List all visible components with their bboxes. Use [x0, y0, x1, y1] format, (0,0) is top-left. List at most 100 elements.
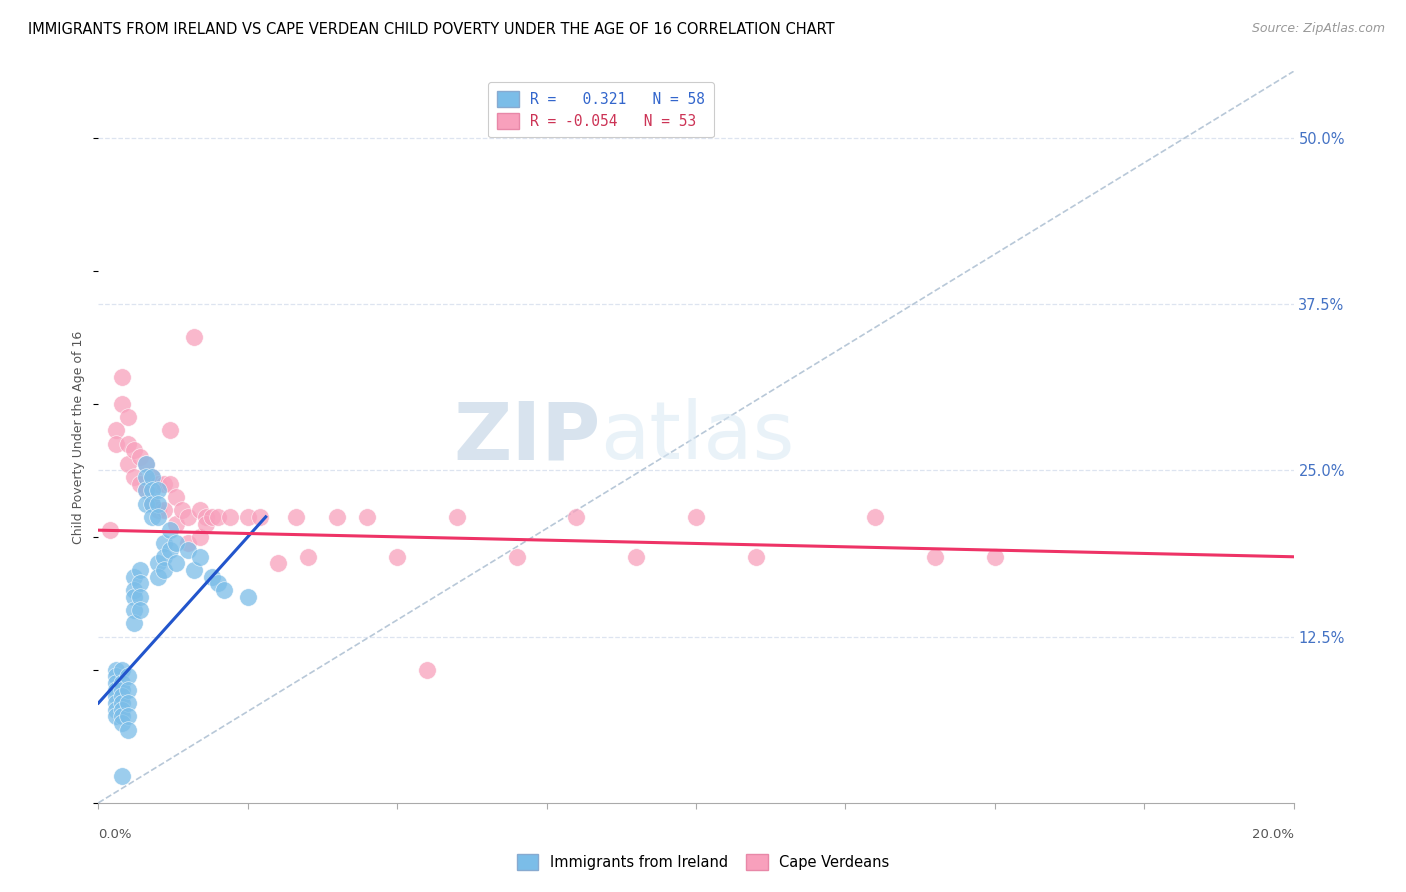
Point: [124, 590, 146, 604]
Point: [865, 509, 887, 524]
Point: [141, 470, 163, 484]
Point: [135, 483, 157, 498]
Point: [201, 570, 224, 584]
Point: [117, 682, 139, 697]
Point: [129, 590, 152, 604]
Point: [195, 516, 218, 531]
Point: [219, 509, 242, 524]
Point: [165, 536, 187, 550]
Point: [111, 716, 134, 731]
Point: [117, 436, 139, 450]
Point: [188, 549, 211, 564]
Legend: Immigrants from Ireland, Cape Verdeans: Immigrants from Ireland, Cape Verdeans: [510, 848, 896, 876]
Point: [111, 690, 134, 704]
Point: [183, 330, 205, 344]
Point: [129, 576, 152, 591]
Point: [105, 709, 128, 723]
Point: [148, 557, 170, 571]
Point: [153, 503, 176, 517]
Point: [165, 557, 187, 571]
Point: [195, 509, 218, 524]
Point: [148, 483, 170, 498]
Point: [100, 523, 122, 537]
Point: [141, 470, 163, 484]
Point: [165, 490, 187, 504]
Point: [117, 410, 139, 425]
Point: [177, 536, 200, 550]
Point: [183, 563, 205, 577]
Point: [356, 509, 378, 524]
Point: [117, 669, 139, 683]
Point: [924, 549, 946, 564]
Point: [207, 509, 229, 524]
Point: [117, 696, 139, 710]
Point: [105, 669, 128, 683]
Point: [148, 509, 170, 524]
Point: [129, 563, 152, 577]
Point: [207, 576, 229, 591]
Point: [153, 563, 176, 577]
Point: [111, 769, 134, 783]
Point: [105, 682, 128, 697]
Point: [105, 676, 128, 690]
Point: [105, 663, 128, 677]
Point: [105, 703, 128, 717]
Point: [177, 543, 200, 558]
Point: [172, 503, 194, 517]
Point: [385, 549, 409, 564]
Point: [135, 457, 157, 471]
Text: 20.0%: 20.0%: [1251, 829, 1294, 841]
Point: [135, 497, 157, 511]
Point: [188, 530, 211, 544]
Point: [124, 470, 146, 484]
Point: [201, 509, 224, 524]
Point: [105, 696, 128, 710]
Point: [111, 682, 134, 697]
Point: [124, 603, 146, 617]
Point: [148, 503, 170, 517]
Point: [117, 709, 139, 723]
Point: [159, 424, 181, 438]
Text: atlas: atlas: [600, 398, 794, 476]
Point: [129, 450, 152, 464]
Point: [236, 590, 259, 604]
Point: [135, 470, 157, 484]
Point: [124, 443, 146, 458]
Point: [626, 549, 648, 564]
Point: [111, 663, 134, 677]
Point: [141, 497, 163, 511]
Point: [117, 457, 139, 471]
Y-axis label: Child Poverty Under the Age of 16: Child Poverty Under the Age of 16: [72, 330, 86, 544]
Point: [111, 709, 134, 723]
Point: [326, 509, 349, 524]
Point: [135, 457, 157, 471]
Point: [141, 483, 163, 498]
Point: [284, 509, 307, 524]
Point: [165, 516, 187, 531]
Point: [111, 397, 134, 411]
Point: [236, 509, 259, 524]
Text: 0.0%: 0.0%: [98, 829, 132, 841]
Point: [124, 570, 146, 584]
Point: [105, 424, 128, 438]
Text: Source: ZipAtlas.com: Source: ZipAtlas.com: [1251, 22, 1385, 36]
Point: [159, 543, 181, 558]
Point: [135, 483, 157, 498]
Point: [148, 476, 170, 491]
Point: [129, 476, 152, 491]
Point: [124, 582, 146, 597]
Point: [124, 616, 146, 631]
Text: IMMIGRANTS FROM IRELAND VS CAPE VERDEAN CHILD POVERTY UNDER THE AGE OF 16 CORREL: IMMIGRANTS FROM IRELAND VS CAPE VERDEAN …: [28, 22, 835, 37]
Point: [111, 703, 134, 717]
Point: [153, 476, 176, 491]
Point: [984, 549, 1007, 564]
Point: [267, 557, 290, 571]
Point: [148, 497, 170, 511]
Point: [177, 509, 200, 524]
Point: [153, 549, 176, 564]
Point: [745, 549, 768, 564]
Point: [117, 723, 139, 737]
Point: [105, 690, 128, 704]
Point: [153, 536, 176, 550]
Text: ZIP: ZIP: [453, 398, 600, 476]
